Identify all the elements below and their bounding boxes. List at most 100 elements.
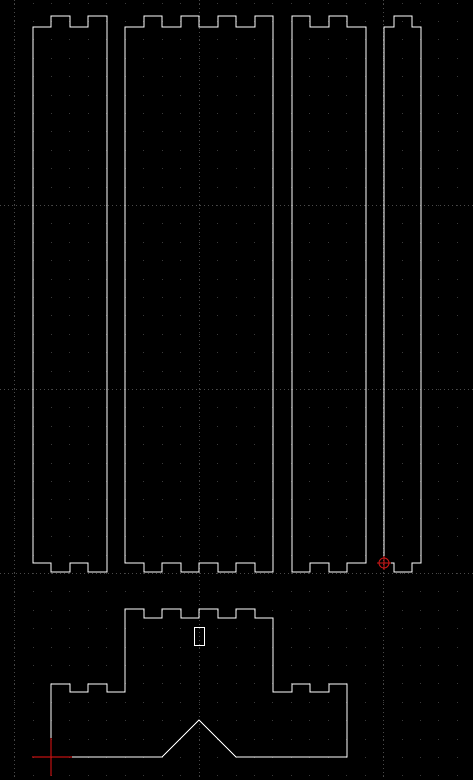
grid-dot [254, 444, 255, 445]
grid-dot [162, 665, 163, 666]
grid-dot [14, 315, 15, 316]
grid-dot [457, 444, 458, 445]
grid-dot [383, 702, 384, 703]
grid-dot [457, 610, 458, 611]
grid-dot [236, 444, 237, 445]
grid-dot [309, 555, 310, 556]
grid-dot [143, 223, 144, 224]
side-panel-right[interactable] [291, 15, 367, 573]
grid-dot [438, 426, 439, 427]
grid-dot [254, 223, 255, 224]
side-panel-left[interactable] [32, 15, 108, 573]
grid-dot [51, 371, 52, 372]
grid-dot [254, 315, 255, 316]
grid-dot [143, 334, 144, 335]
grid-dot [88, 444, 89, 445]
grid-dot [254, 371, 255, 372]
grid-dot [254, 426, 255, 427]
grid-dot [457, 628, 458, 629]
grid-dot [457, 426, 458, 427]
grid-dot [69, 352, 70, 353]
grid-dot [162, 223, 163, 224]
grid-dot [383, 775, 384, 776]
base-plate[interactable] [50, 608, 348, 758]
grid-dot [346, 315, 347, 316]
grid-dot [291, 591, 292, 592]
grid-dot [402, 665, 403, 666]
grid-dot [199, 371, 200, 372]
grid-dot [14, 279, 15, 280]
grid-dot [199, 389, 200, 390]
grid-dot [14, 205, 15, 206]
grid-dot [162, 573, 163, 574]
grid-dot [14, 223, 15, 224]
grid-dot [199, 187, 200, 188]
grid-dot [162, 76, 163, 77]
grid-dot [217, 297, 218, 298]
grid-dot [346, 39, 347, 40]
grid-dot [383, 573, 384, 574]
grid-dot [69, 702, 70, 703]
grid-dot [51, 591, 52, 592]
grid-dot [69, 95, 70, 96]
ucs-origin-crosshair-icon [32, 738, 72, 776]
grid-dot [51, 260, 52, 261]
grid-dot [272, 739, 273, 740]
grid-dot [402, 3, 403, 4]
grid-dot [199, 463, 200, 464]
grid-dot [457, 279, 458, 280]
grid-dot [14, 739, 15, 740]
base-plate-slot[interactable] [194, 627, 205, 646]
grid-dot [180, 499, 181, 500]
grid-dot [143, 3, 144, 4]
side-panel-center[interactable] [124, 15, 274, 573]
grid-dot [236, 58, 237, 59]
grid-dot [180, 223, 181, 224]
grid-dot [125, 720, 126, 721]
grid-dot [69, 665, 70, 666]
grid-dot [69, 187, 70, 188]
grid-dot [14, 407, 15, 408]
grid-dot [162, 168, 163, 169]
grid-dot [162, 426, 163, 427]
grid-dot [217, 463, 218, 464]
grid-dot [236, 683, 237, 684]
grid-dot [69, 610, 70, 611]
grid-dot [88, 242, 89, 243]
grid-dot [438, 113, 439, 114]
grid-dot [438, 58, 439, 59]
grid-dot [291, 3, 292, 4]
grid-dot [438, 131, 439, 132]
grid-dot [383, 21, 384, 22]
grid-dot [162, 39, 163, 40]
grid-dot [328, 131, 329, 132]
grid-dot [346, 334, 347, 335]
grid-dot [125, 3, 126, 4]
grid-dot [438, 647, 439, 648]
grid-dot [254, 573, 255, 574]
grid-dot [365, 775, 366, 776]
grid-dot [162, 371, 163, 372]
grid-dot [457, 21, 458, 22]
grid-dot [180, 665, 181, 666]
grid-dot [309, 481, 310, 482]
grid-dot [33, 720, 34, 721]
grid-dot [254, 352, 255, 353]
grid-dot [309, 76, 310, 77]
grid-dot [180, 463, 181, 464]
grid-dot [438, 315, 439, 316]
grid-dot [199, 223, 200, 224]
grid-dot [420, 720, 421, 721]
grid-dot [69, 223, 70, 224]
grid-dot [88, 3, 89, 4]
grid-dot [309, 499, 310, 500]
grid-dot [217, 352, 218, 353]
side-panel-narrow[interactable] [383, 15, 422, 573]
grid-dot [14, 702, 15, 703]
grid-dot [162, 113, 163, 114]
grid-dot [69, 739, 70, 740]
grid-dot [180, 260, 181, 261]
grid-dot [328, 315, 329, 316]
grid-dot [236, 555, 237, 556]
